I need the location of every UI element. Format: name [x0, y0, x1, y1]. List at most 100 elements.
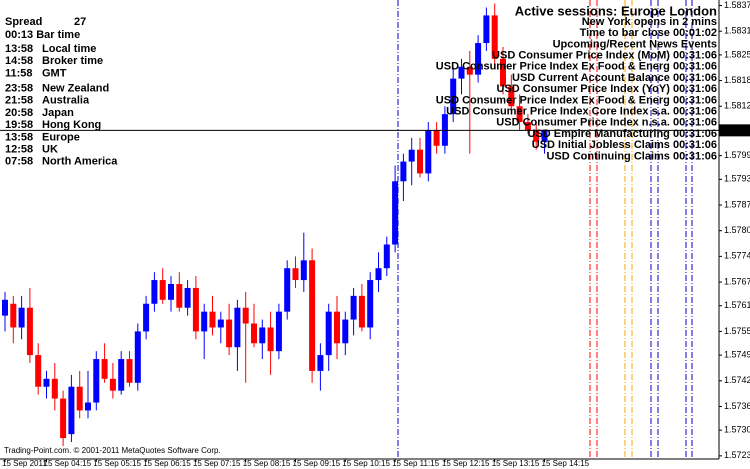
candle-body — [508, 86, 515, 107]
candle-body — [367, 280, 374, 328]
clock-label: Europe — [42, 131, 80, 143]
y-tick-label: 1.58185 — [724, 75, 750, 85]
session-line: USD Current Account Balance 00:31:06 — [512, 72, 717, 84]
footer: Trading-Point.com. © 2001-2011 MetaQuote… — [4, 446, 221, 455]
candle-body — [500, 58, 506, 87]
y-tick-label: 1.57870 — [724, 199, 750, 209]
candle-body — [392, 181, 399, 245]
candle-body — [358, 295, 365, 328]
candle-body — [2, 299, 8, 316]
candle-body — [168, 284, 174, 300]
candle-body — [159, 280, 166, 300]
clock-time: 14:58 — [5, 55, 33, 67]
x-tick-label: 15 Sep 06:15 — [143, 459, 191, 468]
candle-body — [400, 161, 407, 182]
candle-body — [466, 66, 473, 75]
clock-time: 07:58 — [5, 156, 33, 168]
clock-time: 23:58 — [5, 83, 33, 95]
clock-time: 13:58 — [5, 43, 33, 55]
candle-body — [408, 149, 415, 162]
candle-body — [192, 287, 199, 332]
candle-body — [483, 15, 490, 44]
candle-body — [51, 378, 58, 399]
candle-body — [541, 129, 548, 142]
session-line: Upcoming/Recent News Events — [553, 38, 717, 50]
candle-body — [259, 327, 266, 344]
clock-label: Hong Kong — [42, 119, 101, 131]
candle-body — [292, 268, 299, 281]
candle-body — [134, 331, 141, 383]
clock-time: 19:58 — [5, 119, 33, 131]
event-lines — [397, 0, 693, 459]
candle-body — [201, 311, 208, 332]
y-tick-label: 1.57805 — [724, 225, 750, 235]
y-tick-label: 1.57425 — [724, 375, 750, 385]
candle-body — [516, 106, 523, 123]
current-price-label: 1.58059 — [721, 125, 750, 135]
y-tick-label: 1.57615 — [724, 300, 750, 310]
candle-body — [325, 311, 332, 356]
x-tick-label: 15 Sep 10:15 — [342, 459, 390, 468]
candle-body — [109, 378, 116, 391]
candle-body — [375, 268, 382, 281]
candle-body — [43, 378, 50, 387]
candle-body — [383, 244, 390, 269]
candle-body — [458, 66, 465, 79]
current-price-box — [719, 124, 750, 137]
y-tick-label: 1.58250 — [724, 49, 750, 59]
clock-label: New Zealand — [42, 83, 109, 95]
clock-label: Local time — [42, 43, 96, 55]
candle-body — [524, 122, 531, 130]
candle-body — [317, 355, 324, 371]
y-tick-label: 1.58375 — [724, 0, 750, 10]
candle-body — [126, 359, 133, 383]
candle-body — [342, 319, 349, 344]
candle-body — [251, 323, 257, 344]
y-tick-label: 1.57935 — [724, 174, 750, 184]
y-tick-label: 1.58310 — [724, 26, 750, 36]
clock-label: North America — [42, 156, 118, 168]
y-tick-label: 1.57490 — [724, 349, 750, 359]
candle-body — [101, 359, 108, 379]
candle-body — [226, 319, 233, 348]
candle-body — [267, 327, 274, 352]
candle-body — [18, 307, 25, 328]
candle-body — [118, 359, 125, 391]
x-tick-label: 15 Sep 09:15 — [293, 459, 341, 468]
y-tick-label: 1.58120 — [724, 101, 750, 111]
bar-time: 00:13 Bar time — [5, 29, 80, 41]
clock-label: Japan — [42, 107, 74, 119]
clock-time: 11:58 — [5, 67, 33, 79]
candle-body — [275, 311, 282, 352]
candle-body — [76, 386, 83, 411]
x-tick-label: 15 Sep 14:15 — [542, 459, 590, 468]
session-line: New York opens in 2 mins — [582, 16, 717, 28]
candle-body — [450, 78, 457, 115]
candle-body — [143, 303, 150, 332]
candle-body — [350, 295, 357, 320]
candle-body — [300, 260, 307, 281]
clock-time: 12:58 — [5, 144, 33, 156]
y-tick-label: 1.57235 — [724, 450, 750, 460]
candle-body — [184, 287, 191, 308]
session-line: USD Empire Manufacturing 00:31:06 — [528, 128, 718, 140]
candle-body — [491, 15, 498, 59]
clock-time: 20:58 — [5, 107, 33, 119]
candle-body — [85, 402, 91, 411]
candle-body — [475, 43, 482, 75]
session-line: USD Consumer Price Index Ex Food & Energ… — [436, 94, 717, 106]
candle-body — [26, 307, 33, 356]
candle-body — [334, 311, 340, 344]
spread-label: Spread — [5, 16, 42, 28]
session-line: USD Continuing Claims 00:31:06 — [546, 150, 717, 162]
clock-time: 21:58 — [5, 95, 33, 107]
clock-label: GMT — [42, 67, 67, 79]
candle-body — [10, 303, 17, 328]
spread-value: 27 — [74, 16, 86, 28]
candle-body — [176, 284, 183, 308]
session-line: USD Consumer Price Index Core Index s.a.… — [446, 106, 717, 118]
session-line: USD Consumer Price Index (YoY) 00:31:06 — [497, 83, 717, 95]
x-tick-label: 15 Sep 08:15 — [243, 459, 291, 468]
x-tick-label: 15 Sep 2011 — [2, 459, 47, 468]
